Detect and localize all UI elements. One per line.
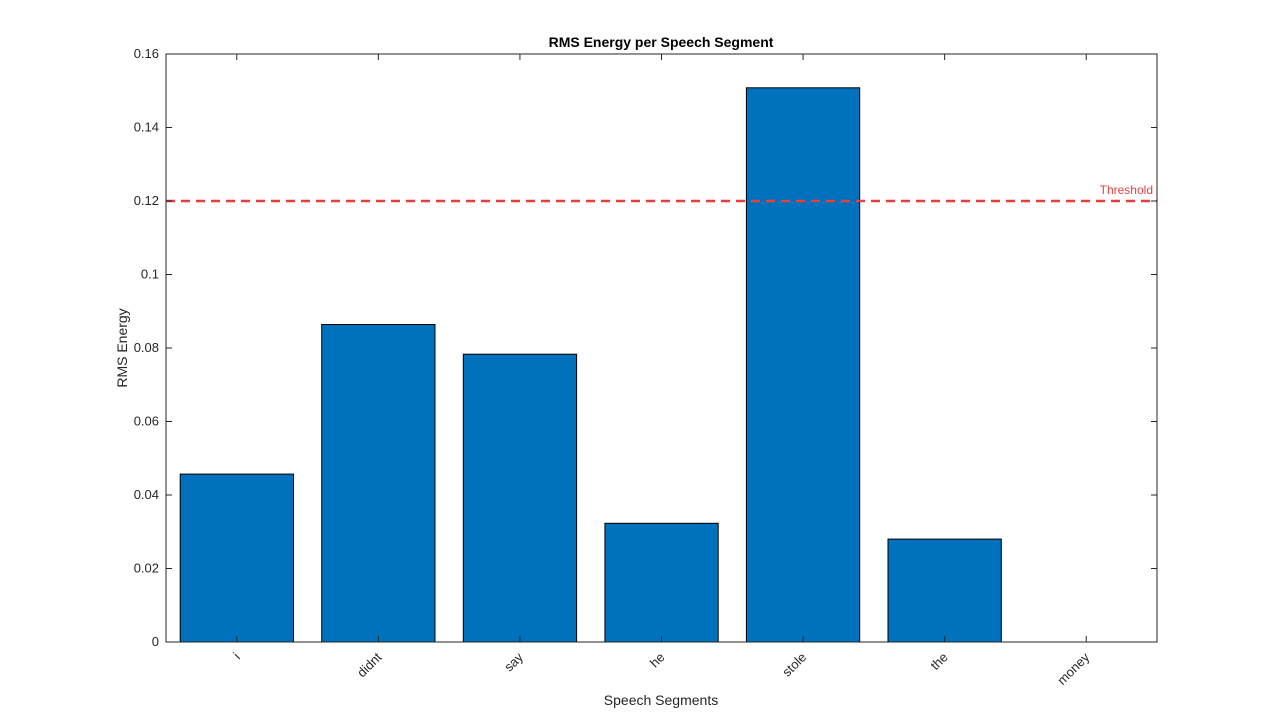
x-tick-label-say: say: [501, 649, 526, 674]
bar-stole: [745, 87, 861, 643]
x-tick-label-i: i: [230, 649, 243, 662]
y-tick-label: 0.02: [134, 561, 159, 576]
y-tick-label: 0: [152, 634, 159, 649]
x-tick-label-stole: stole: [779, 650, 809, 680]
bar-say: [462, 353, 578, 643]
bar-i: [179, 473, 294, 643]
x-tick-label-he: he: [647, 650, 668, 671]
x-tick-label-didnt: didnt: [354, 649, 385, 680]
y-axis-label: RMS Energy: [114, 308, 130, 387]
y-tick-label: 0.12: [134, 193, 159, 208]
y-tick-label: 0.08: [134, 340, 159, 355]
bar-didnt: [321, 324, 436, 643]
y-tick-label: 0.1: [141, 267, 159, 282]
x-tick-label-the: the: [927, 650, 950, 673]
chart-title: RMS Energy per Speech Segment: [549, 34, 774, 50]
x-tick-label-money: money: [1054, 649, 1093, 688]
y-tick-label: 0.04: [134, 487, 159, 502]
y-tick-label: 0.14: [134, 120, 159, 135]
y-tick-label: 0.06: [134, 414, 159, 429]
bars: [179, 87, 1002, 643]
bar-the: [887, 538, 1002, 643]
y-tick-label: 0.16: [134, 46, 159, 61]
x-axis-label: Speech Segments: [604, 692, 718, 708]
threshold-label: Threshold: [1100, 183, 1153, 197]
bar-he: [604, 522, 719, 643]
